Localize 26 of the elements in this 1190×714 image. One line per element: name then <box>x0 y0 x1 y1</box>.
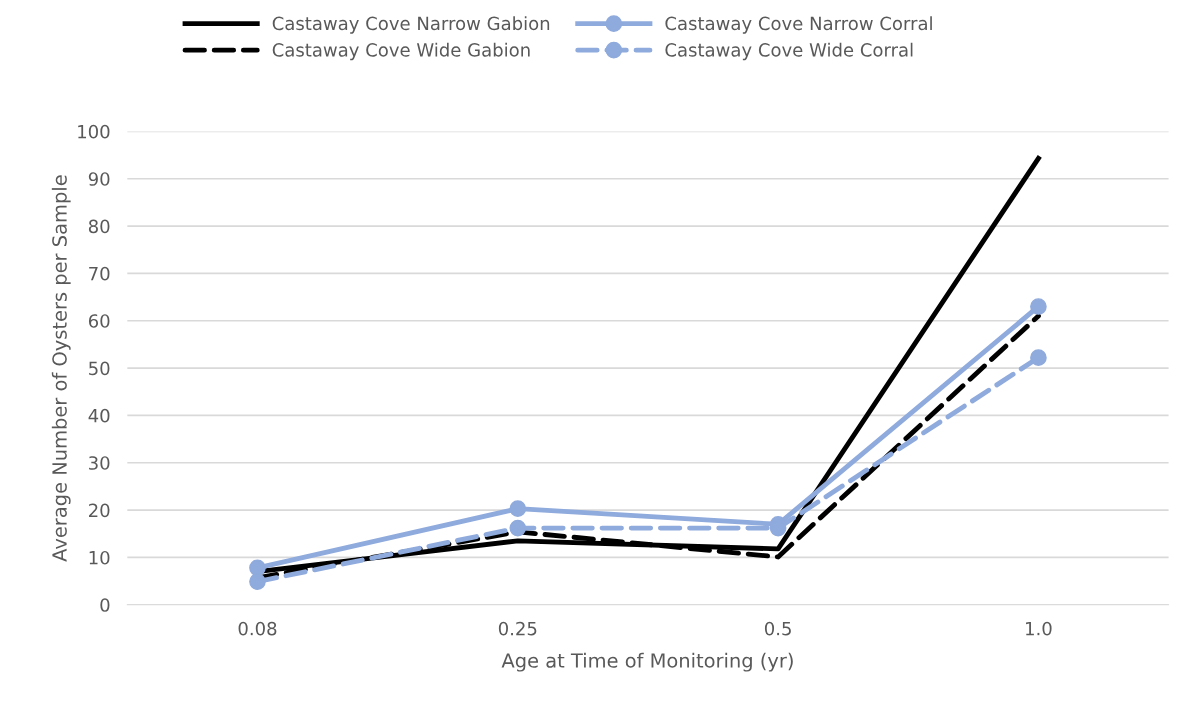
y-tick-label: 80 <box>88 219 110 234</box>
y-tick-label: 100 <box>78 124 110 139</box>
y-tick-label: 10 <box>89 550 110 565</box>
y-tick-label: 50 <box>89 361 110 376</box>
y-axis-title: Average Number of Oysters per Sample <box>51 175 71 562</box>
y-tick-label: 0 <box>100 598 110 612</box>
point <box>1030 298 1047 315</box>
legend-label: Castaway Cove Wide Corral <box>665 42 913 61</box>
point <box>509 500 527 517</box>
legend-label: Castaway Cove Wide Gabion <box>272 42 530 61</box>
point <box>509 519 527 537</box>
x-tick-label: 0.5 <box>764 621 791 636</box>
point <box>1030 349 1047 366</box>
y-tick-label: 90 <box>88 172 110 186</box>
legend-label: Castaway Cove Narrow Corral <box>665 16 932 34</box>
y-tick-label: 40 <box>88 408 110 423</box>
y-tick-label: 20 <box>89 503 110 518</box>
legend-label: Castaway Cove Narrow Gabion <box>272 16 550 34</box>
x-tick-label: 0.08 <box>238 621 277 636</box>
y-tick-label: 70 <box>89 266 110 281</box>
x-tick-label: 1.0 <box>1026 621 1052 636</box>
x-tick-label: 0.25 <box>498 621 537 636</box>
x-axis-title: Age at Time of Monitoring (yr) <box>501 652 793 672</box>
point <box>249 573 266 590</box>
y-tick-label: 60 <box>88 314 110 328</box>
y-tick-label: 30 <box>89 456 110 470</box>
